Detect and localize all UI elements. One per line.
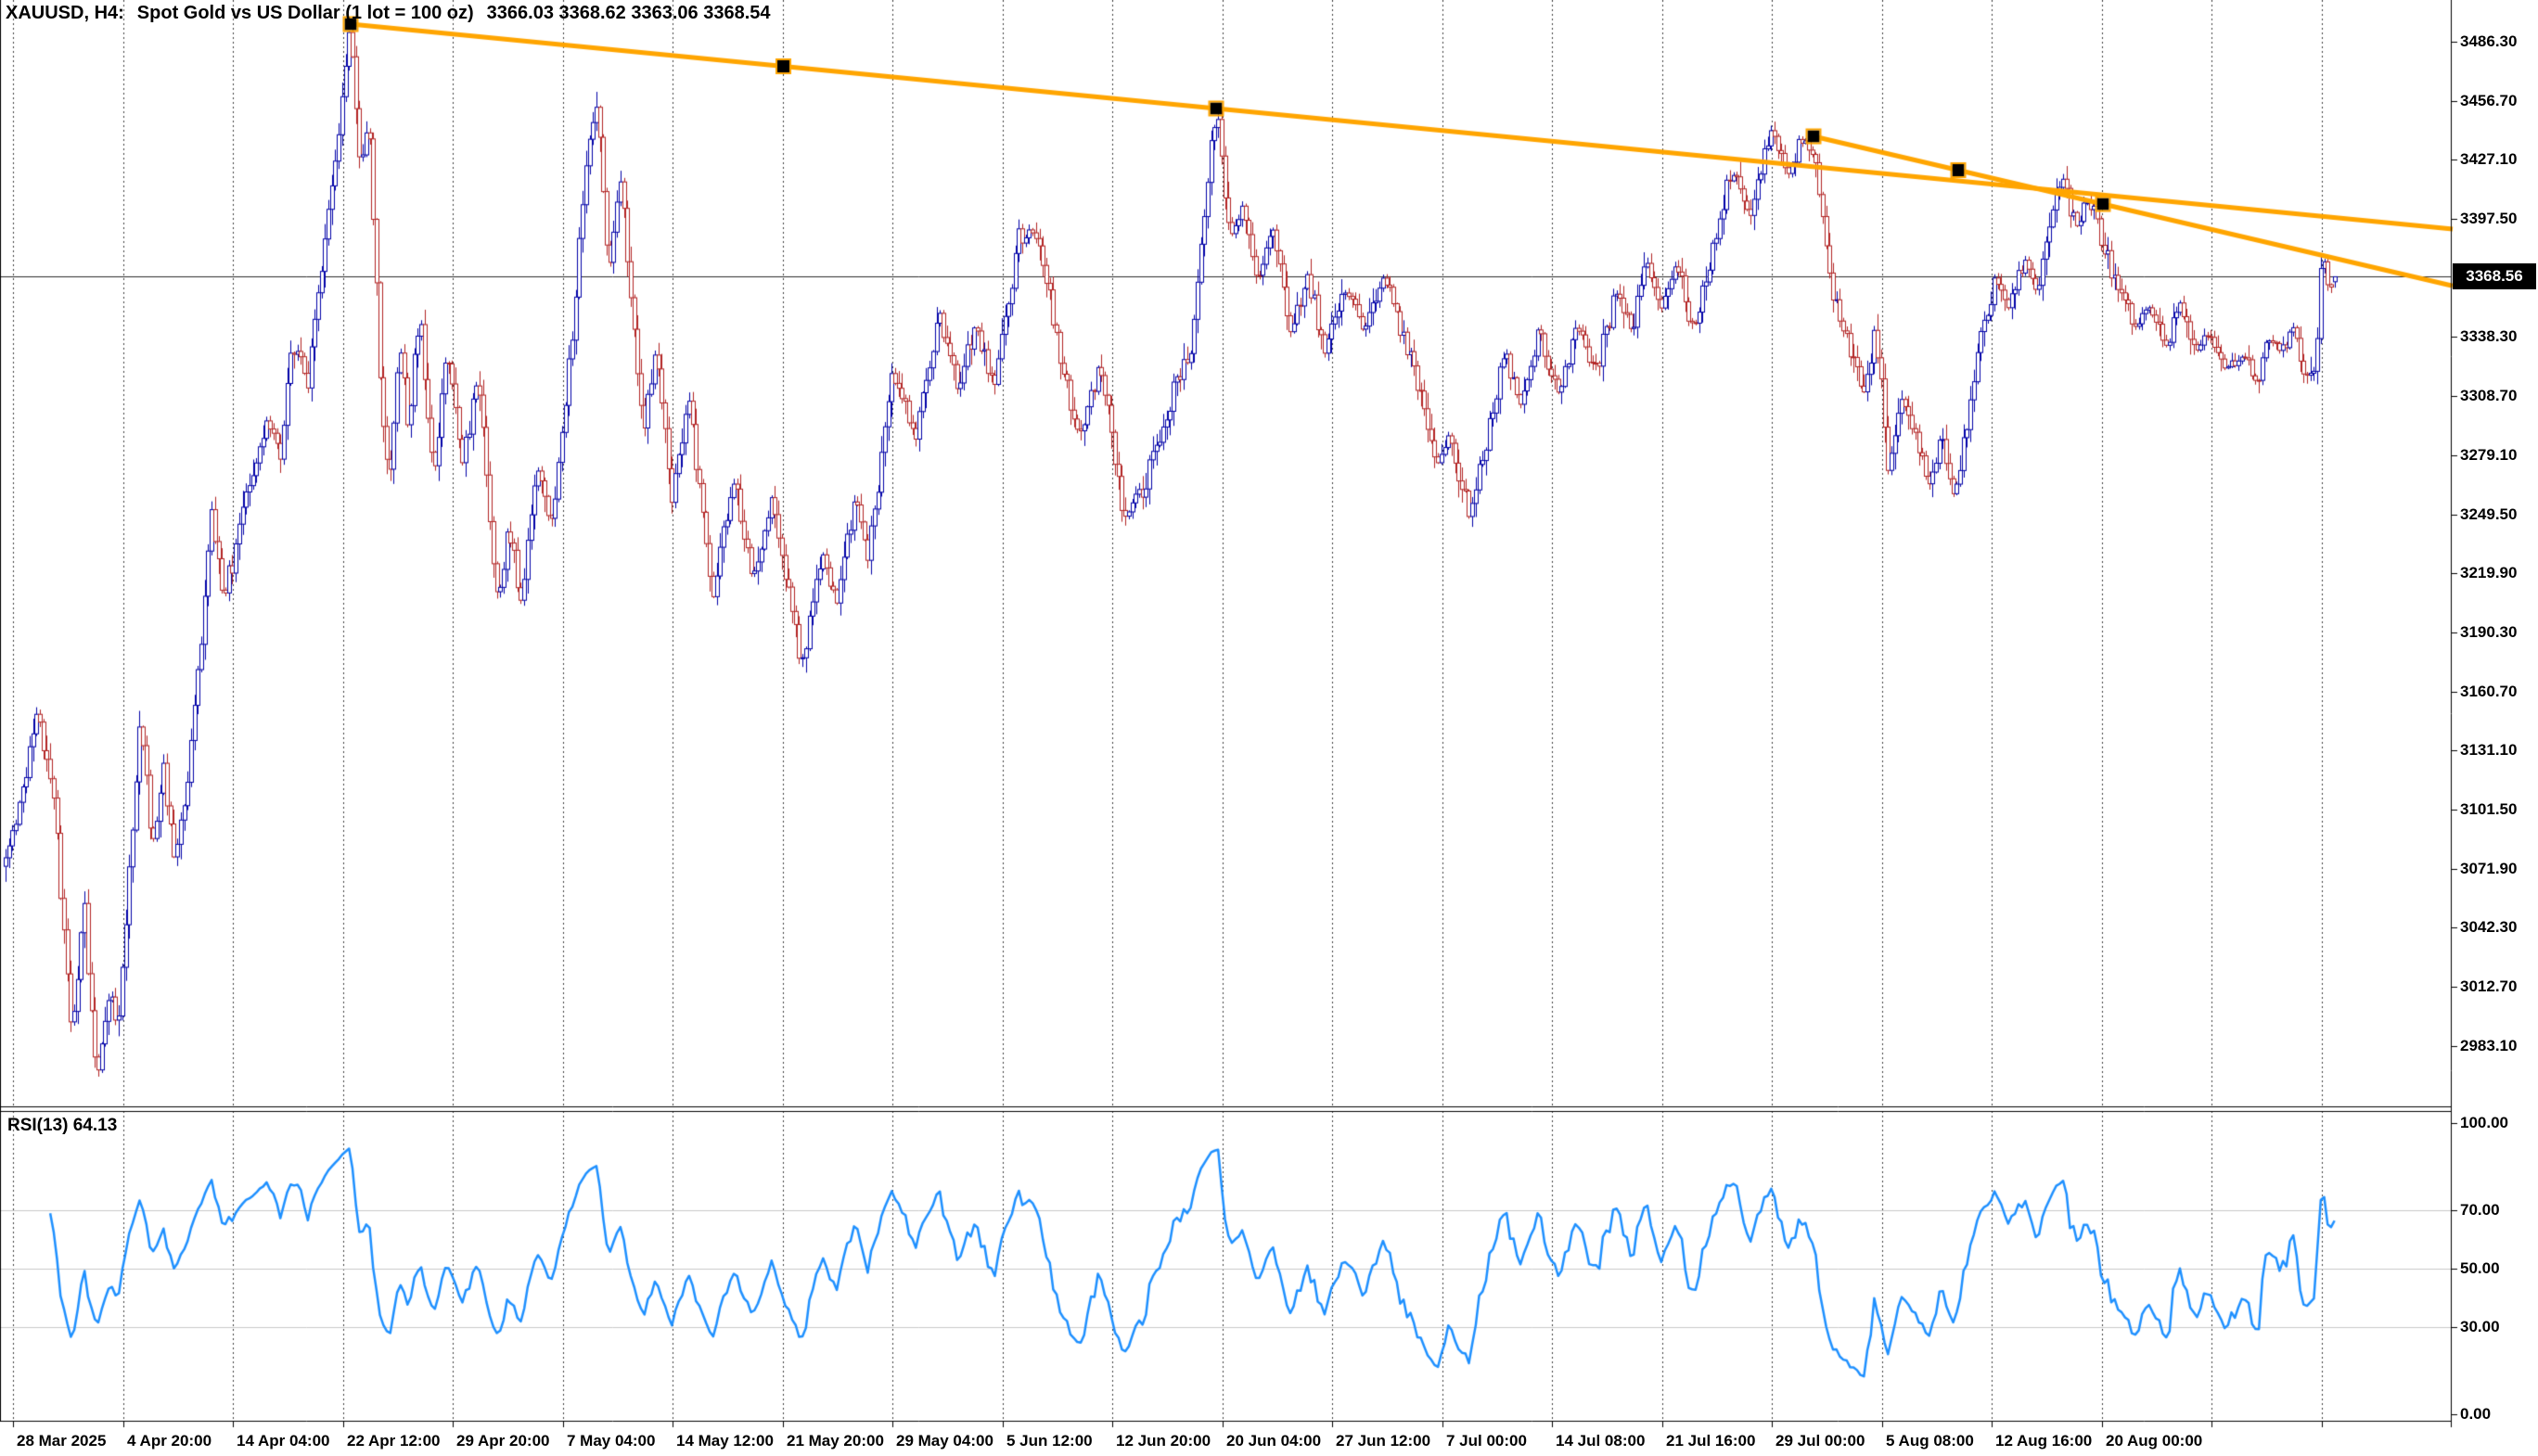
price-chart-canvas[interactable] bbox=[0, 0, 2538, 1456]
mt5-chart-window: { "window": { "title_symbol": "XAUUSD, H… bbox=[0, 0, 2538, 1456]
